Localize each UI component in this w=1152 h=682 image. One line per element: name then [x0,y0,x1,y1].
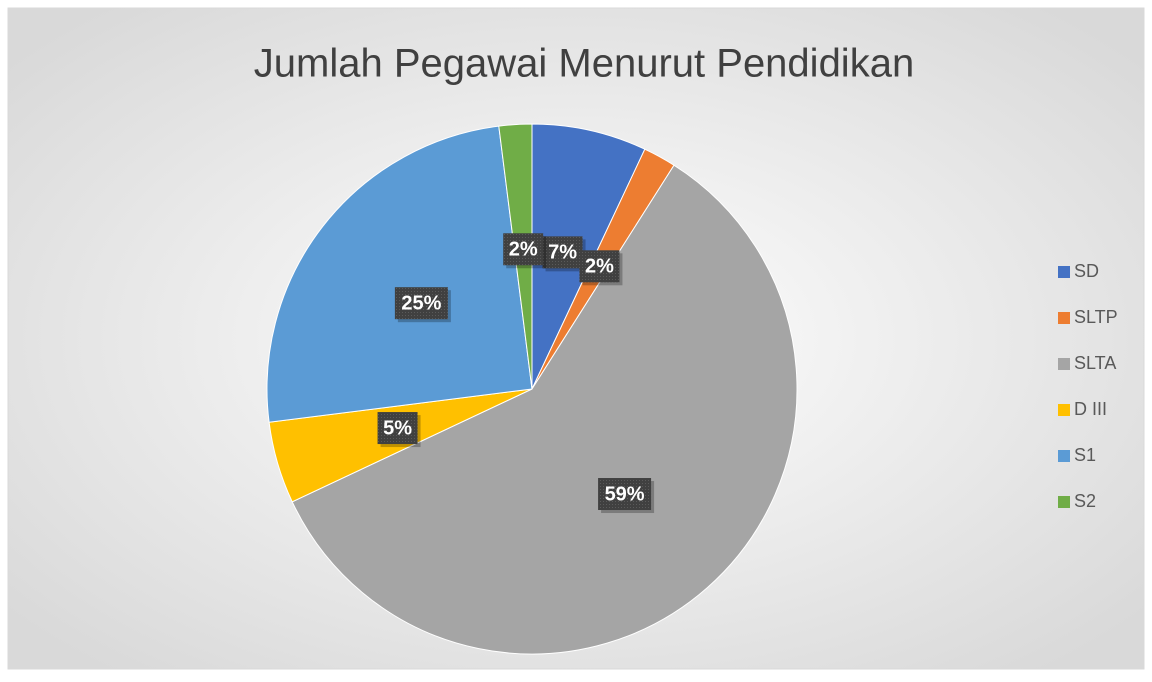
legend-label: S2 [1074,491,1096,511]
legend-swatch [1058,312,1070,324]
legend-label: SLTP [1074,307,1118,327]
legend-swatch [1058,450,1070,462]
data-label: 5% [383,417,412,439]
legend-swatch [1058,496,1070,508]
legend-label: SD [1074,261,1099,281]
legend-swatch [1058,404,1070,416]
data-label: 59% [605,483,645,505]
chart-title: Jumlah Pegawai Menurut Pendidikan [254,42,914,86]
data-label: 25% [401,292,441,314]
pie-slice [266,125,533,423]
data-label-box [542,236,583,269]
data-label-box [377,412,418,445]
data-label: 2% [585,256,614,278]
data-label-box [503,233,544,266]
legend-swatch [1058,266,1070,278]
legend-label: S1 [1074,445,1096,465]
data-label-box [394,287,448,320]
data-label: 7% [548,242,577,264]
legend-label: SLTA [1074,353,1116,373]
data-label-box [598,478,652,511]
legend-label: D III [1074,399,1107,419]
legend-swatch [1058,358,1070,370]
pie-slice [291,164,798,655]
data-label-box [579,250,620,283]
data-label: 2% [509,239,538,261]
